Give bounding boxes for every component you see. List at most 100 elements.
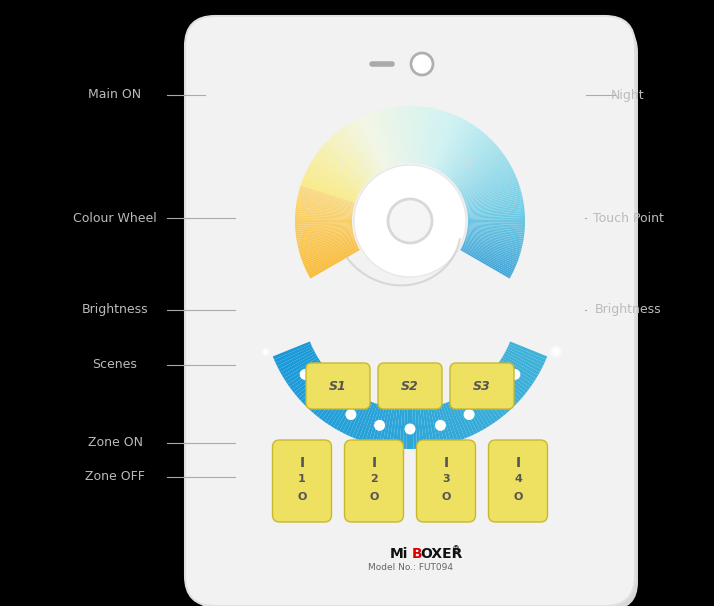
Text: 1: 1 (298, 474, 306, 484)
FancyBboxPatch shape (488, 440, 548, 522)
Wedge shape (447, 133, 486, 177)
Wedge shape (441, 404, 455, 443)
Wedge shape (463, 244, 516, 268)
Text: ✺: ✺ (260, 348, 269, 358)
Text: I: I (443, 456, 448, 470)
Wedge shape (468, 215, 525, 219)
Circle shape (388, 199, 432, 243)
Wedge shape (456, 152, 503, 187)
Wedge shape (461, 165, 511, 194)
Wedge shape (468, 211, 525, 217)
Wedge shape (321, 388, 348, 422)
Circle shape (489, 391, 500, 403)
Text: 4: 4 (514, 474, 522, 484)
Circle shape (509, 369, 521, 380)
Wedge shape (303, 178, 356, 200)
Wedge shape (420, 108, 432, 164)
Text: O: O (369, 492, 378, 502)
Wedge shape (437, 119, 466, 170)
Text: Main ON: Main ON (89, 88, 141, 101)
Wedge shape (375, 406, 387, 445)
Wedge shape (365, 404, 380, 443)
Wedge shape (468, 222, 525, 225)
Wedge shape (464, 178, 518, 200)
Wedge shape (363, 115, 387, 168)
Wedge shape (404, 106, 408, 163)
Wedge shape (354, 119, 383, 170)
Wedge shape (296, 370, 328, 398)
Wedge shape (466, 189, 521, 206)
Wedge shape (468, 228, 524, 237)
Wedge shape (299, 236, 354, 253)
Wedge shape (299, 237, 355, 255)
Wedge shape (313, 158, 361, 190)
Wedge shape (415, 107, 422, 164)
Wedge shape (374, 111, 393, 166)
Wedge shape (505, 351, 541, 372)
Wedge shape (457, 397, 478, 435)
Wedge shape (468, 224, 525, 229)
Wedge shape (303, 376, 333, 406)
Wedge shape (464, 180, 518, 201)
Wedge shape (303, 243, 356, 266)
Wedge shape (446, 130, 483, 176)
Wedge shape (306, 169, 358, 196)
Circle shape (354, 165, 466, 277)
Wedge shape (278, 351, 316, 372)
Wedge shape (417, 107, 426, 164)
Wedge shape (346, 398, 366, 436)
Wedge shape (426, 407, 435, 447)
Wedge shape (412, 106, 416, 163)
Wedge shape (463, 176, 517, 199)
Wedge shape (453, 142, 496, 182)
Wedge shape (325, 142, 368, 182)
Wedge shape (299, 187, 355, 205)
Wedge shape (295, 215, 352, 219)
Wedge shape (463, 243, 517, 266)
Wedge shape (318, 386, 346, 419)
Wedge shape (353, 121, 382, 171)
Wedge shape (431, 407, 441, 447)
Wedge shape (297, 232, 353, 245)
Wedge shape (373, 112, 392, 166)
Wedge shape (305, 245, 358, 270)
Wedge shape (465, 239, 519, 258)
Wedge shape (458, 155, 506, 188)
Wedge shape (296, 230, 353, 241)
Wedge shape (378, 110, 395, 165)
Wedge shape (478, 383, 507, 415)
Wedge shape (467, 199, 523, 211)
Wedge shape (384, 108, 398, 164)
Wedge shape (459, 160, 508, 191)
Wedge shape (296, 207, 353, 215)
Wedge shape (436, 118, 462, 169)
Wedge shape (298, 195, 353, 209)
Wedge shape (418, 408, 424, 448)
Wedge shape (315, 155, 363, 188)
Wedge shape (467, 229, 524, 239)
Wedge shape (338, 130, 374, 176)
Wedge shape (298, 372, 331, 401)
Wedge shape (468, 205, 524, 214)
Wedge shape (360, 117, 386, 169)
Wedge shape (433, 406, 445, 445)
Wedge shape (295, 224, 352, 229)
Wedge shape (450, 137, 490, 179)
Wedge shape (413, 106, 418, 163)
Wedge shape (427, 111, 446, 166)
Wedge shape (465, 184, 519, 203)
Wedge shape (455, 398, 475, 436)
Wedge shape (295, 221, 352, 223)
Wedge shape (502, 355, 538, 378)
Circle shape (374, 420, 385, 431)
Wedge shape (358, 402, 375, 441)
Wedge shape (308, 248, 359, 277)
Wedge shape (341, 128, 376, 175)
Wedge shape (386, 407, 395, 447)
Wedge shape (328, 138, 370, 180)
Text: 2: 2 (370, 474, 378, 484)
Wedge shape (443, 403, 458, 442)
Wedge shape (369, 113, 390, 167)
Wedge shape (468, 226, 525, 233)
FancyBboxPatch shape (344, 440, 403, 522)
